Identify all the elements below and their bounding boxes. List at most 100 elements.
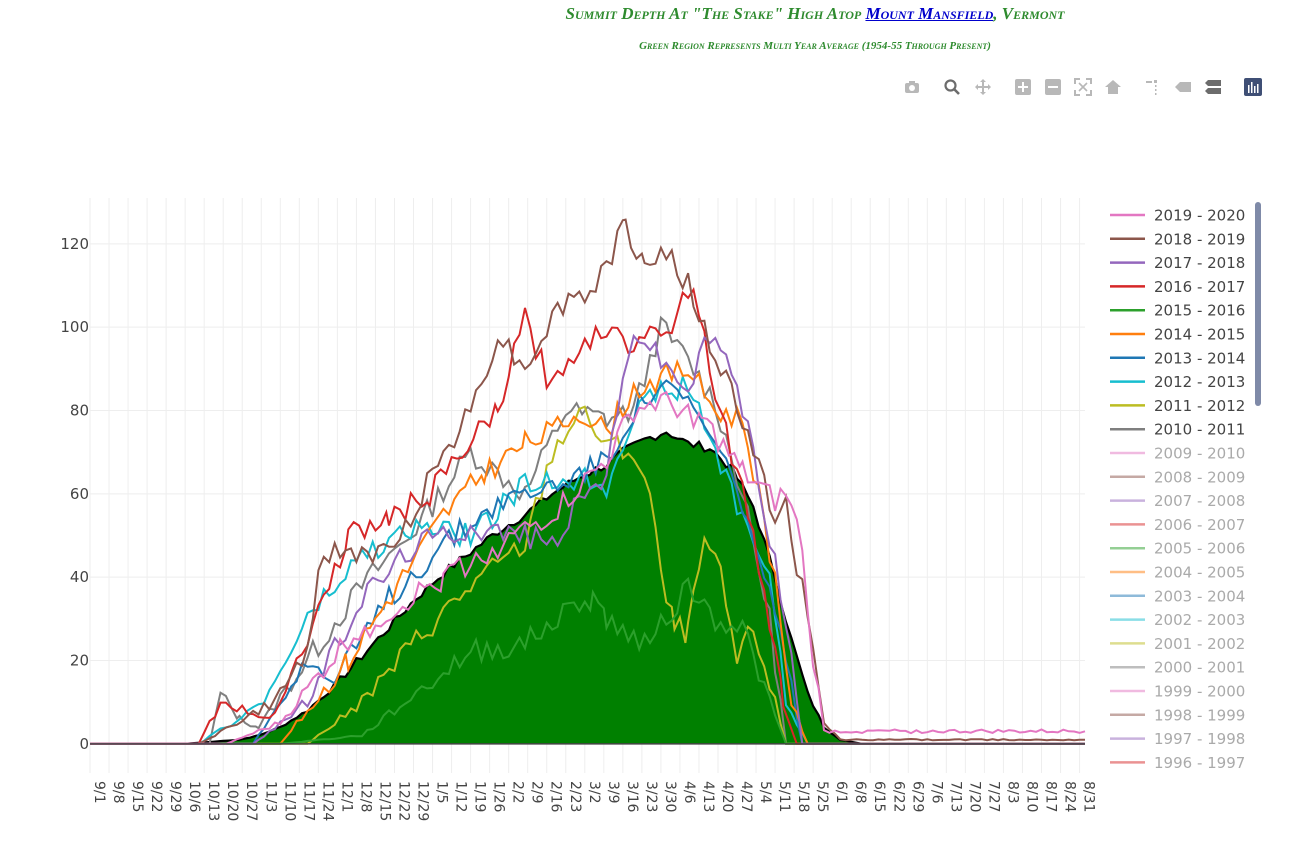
legend-label: 2012 - 2013 bbox=[1154, 373, 1245, 391]
x-tick-label: 9/8 bbox=[110, 781, 126, 804]
x-tick-label: 8/3 bbox=[1004, 781, 1020, 804]
legend-item[interactable]: 1998 - 1999 bbox=[1110, 706, 1245, 724]
pan-icon[interactable] bbox=[972, 76, 994, 98]
x-tick-label: 1/19 bbox=[472, 781, 488, 812]
legend-label: 2016 - 2017 bbox=[1154, 278, 1245, 296]
legend-item[interactable]: 2017 - 2018 bbox=[1110, 254, 1245, 272]
x-tick-label: 6/1 bbox=[833, 781, 849, 804]
legend-label: 1997 - 1998 bbox=[1154, 730, 1245, 748]
x-tick-label: 9/22 bbox=[148, 781, 164, 812]
x-tick-label: 2/16 bbox=[548, 781, 564, 813]
x-tick-label: 5/18 bbox=[795, 781, 811, 812]
reset-axes-icon[interactable] bbox=[1102, 76, 1124, 98]
legend-item[interactable]: 2011 - 2012 bbox=[1110, 397, 1245, 415]
series-line-2018-2019 bbox=[90, 218, 1086, 745]
legend-item[interactable]: 2004 - 2005 bbox=[1110, 564, 1245, 582]
legend-item[interactable]: 1996 - 1997 bbox=[1110, 754, 1245, 772]
x-tick-label: 10/13 bbox=[205, 781, 221, 821]
legend-item[interactable]: 2015 - 2016 bbox=[1110, 302, 1245, 320]
zoom-in-icon[interactable] bbox=[1012, 76, 1034, 98]
camera-icon[interactable] bbox=[901, 76, 923, 98]
x-tick-label: 10/6 bbox=[186, 781, 202, 813]
legend-label: 2003 - 2004 bbox=[1154, 587, 1245, 605]
x-tick-label: 12/8 bbox=[357, 781, 373, 812]
x-tick-label: 2/2 bbox=[510, 781, 526, 804]
legend-item[interactable]: 2008 - 2009 bbox=[1110, 468, 1245, 486]
legend-item[interactable]: 2019 - 2020 bbox=[1110, 207, 1245, 225]
x-tick-label: 7/20 bbox=[966, 781, 982, 812]
x-tick-label: 12/22 bbox=[395, 781, 411, 821]
x-tick-label: 1/26 bbox=[491, 781, 507, 813]
x-tick-label: 8/31 bbox=[1081, 781, 1097, 812]
y-axis-ticks: 0 20 40 60 80 100 120 bbox=[60, 235, 89, 753]
chart-title: Summit Depth At "The Stake" High Atop Mo… bbox=[0, 4, 1299, 24]
legend-item[interactable]: 2001 - 2002 bbox=[1110, 635, 1245, 653]
plotly-logo-icon[interactable] bbox=[1242, 76, 1264, 98]
x-tick-label: 1/5 bbox=[434, 781, 450, 804]
x-tick-label: 6/29 bbox=[909, 781, 925, 812]
legend-item[interactable]: 2016 - 2017 bbox=[1110, 278, 1245, 296]
legend-label: 2001 - 2002 bbox=[1154, 635, 1245, 653]
legend-label: 2007 - 2008 bbox=[1154, 492, 1245, 510]
legend-item[interactable]: 2006 - 2007 bbox=[1110, 516, 1245, 534]
legend-item[interactable]: 1999 - 2000 bbox=[1110, 683, 1245, 701]
legend-item[interactable]: 2000 - 2001 bbox=[1110, 659, 1245, 677]
legend-item[interactable]: 1997 - 1998 bbox=[1110, 730, 1245, 748]
x-tick-label: 3/9 bbox=[605, 781, 621, 804]
spike-lines-icon[interactable] bbox=[1142, 76, 1164, 98]
x-tick-label: 6/8 bbox=[852, 781, 868, 804]
legend-label: 2018 - 2019 bbox=[1154, 230, 1245, 248]
legend-label: 2014 - 2015 bbox=[1154, 326, 1245, 344]
legend-scrollbar[interactable] bbox=[1255, 202, 1261, 406]
legend-label: 2005 - 2006 bbox=[1154, 540, 1245, 558]
legend-label: 2004 - 2005 bbox=[1154, 564, 1245, 582]
x-tick-label: 7/6 bbox=[928, 781, 944, 804]
x-tick-label: 7/13 bbox=[947, 781, 963, 812]
legend-label: 2009 - 2010 bbox=[1154, 445, 1245, 463]
x-tick-label: 5/4 bbox=[757, 781, 773, 804]
legend: 2019 - 2020 2018 - 2019 2017 - 2018 2016 - … bbox=[1110, 207, 1245, 772]
x-tick-label: 10/27 bbox=[243, 781, 259, 821]
x-tick-label: 11/3 bbox=[262, 781, 278, 812]
legend-label: 2000 - 2001 bbox=[1154, 659, 1245, 677]
x-tick-label: 9/15 bbox=[129, 781, 145, 812]
legend-item[interactable]: 2002 - 2003 bbox=[1110, 611, 1245, 629]
legend-item[interactable]: 2012 - 2013 bbox=[1110, 373, 1245, 391]
x-tick-label: 10/20 bbox=[224, 781, 240, 821]
legend-label: 2017 - 2018 bbox=[1154, 254, 1245, 272]
x-tick-label: 4/27 bbox=[738, 781, 754, 812]
autoscale-icon[interactable] bbox=[1072, 76, 1094, 98]
legend-label: 2002 - 2003 bbox=[1154, 611, 1245, 629]
legend-item[interactable]: 2018 - 2019 bbox=[1110, 230, 1245, 248]
legend-label: 2006 - 2007 bbox=[1154, 516, 1245, 534]
zoom-out-icon[interactable] bbox=[1042, 76, 1064, 98]
x-tick-label: 5/11 bbox=[776, 781, 792, 812]
x-tick-label: 3/16 bbox=[624, 781, 640, 813]
legend-item[interactable]: 2014 - 2015 bbox=[1110, 326, 1245, 344]
y-tick-label: 20 bbox=[70, 652, 89, 670]
x-tick-label: 8/17 bbox=[1043, 781, 1059, 812]
legend-item[interactable]: 2010 - 2011 bbox=[1110, 421, 1245, 439]
series-line-2019-2020 bbox=[90, 390, 1086, 745]
hover-closest-icon[interactable] bbox=[1172, 76, 1194, 98]
legend-item[interactable]: 2005 - 2006 bbox=[1110, 540, 1245, 558]
mount-mansfield-link[interactable]: Mount Mansfield bbox=[865, 4, 994, 23]
legend-item[interactable]: 2003 - 2004 bbox=[1110, 587, 1245, 605]
x-tick-label: 8/24 bbox=[1062, 781, 1078, 813]
x-axis-ticks: 9/1 9/8 9/15 9/22 9/29 10/6 10/13 10/20 10/27 11/… bbox=[91, 781, 1097, 821]
legend-item[interactable]: 2013 - 2014 bbox=[1110, 349, 1245, 367]
legend-item[interactable]: 2009 - 2010 bbox=[1110, 445, 1245, 463]
legend-label: 2019 - 2020 bbox=[1154, 207, 1245, 225]
x-tick-label: 3/2 bbox=[586, 781, 602, 804]
x-tick-label: 4/13 bbox=[700, 781, 716, 812]
x-tick-label: 4/6 bbox=[681, 781, 697, 804]
hover-compare-icon[interactable] bbox=[1202, 76, 1224, 98]
legend-item[interactable]: 2007 - 2008 bbox=[1110, 492, 1245, 510]
x-tick-label: 7/27 bbox=[985, 781, 1001, 812]
legend-label: 2010 - 2011 bbox=[1154, 421, 1245, 439]
legend-label: 1998 - 1999 bbox=[1154, 706, 1245, 724]
y-tick-label: 100 bbox=[60, 318, 89, 336]
x-tick-label: 1/12 bbox=[453, 781, 469, 812]
zoom-icon[interactable] bbox=[941, 76, 963, 98]
